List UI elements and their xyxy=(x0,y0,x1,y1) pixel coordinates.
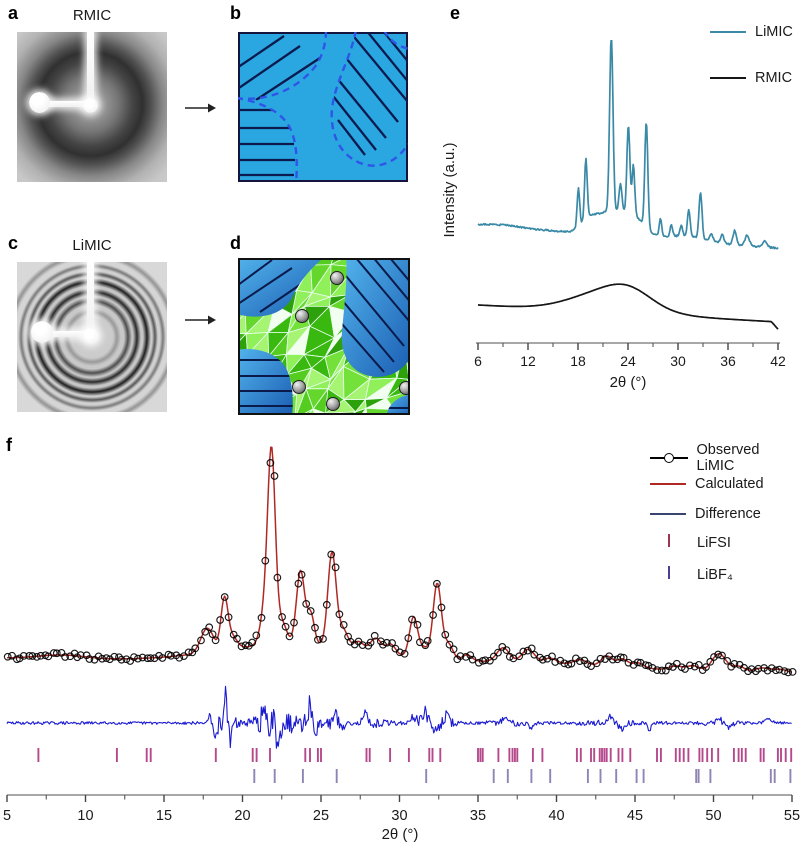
rietveld-refinement-plot: 5 10 15 20 25 30 35 40 45 50 55 2θ (°) xyxy=(3,446,800,843)
domain-boundary-dashed xyxy=(238,32,408,182)
panel-a-title: RMIC xyxy=(72,7,112,24)
beamstop-arm-vertical xyxy=(87,32,94,106)
legend-item-libf4: LiBF₄ xyxy=(650,566,733,583)
beamstop-arm-horizontal xyxy=(42,101,88,107)
beamstop-arm-horizontal xyxy=(44,331,89,337)
f-x-tick-label: 5 xyxy=(3,808,11,824)
limic-legend-label: LiMIC xyxy=(755,24,793,40)
e-x-tick-label: 30 xyxy=(670,353,686,369)
panel-c-label: c xyxy=(8,233,19,253)
f-x-tick-label: 10 xyxy=(77,808,93,824)
e-x-tick-label: 36 xyxy=(720,353,736,369)
observed-legend-label: Observed LiMIC xyxy=(696,442,760,474)
e-y-axis-label: Intensity (a.u.) xyxy=(441,142,458,237)
calculated-line-swatch xyxy=(650,483,686,485)
e-x-tick-label: 12 xyxy=(520,353,536,369)
legend-item-calculated: Calculated xyxy=(650,476,764,492)
legend-item-difference: Difference xyxy=(650,506,761,522)
observed-line-circle-swatch xyxy=(650,452,688,463)
e-x-axis-label: 2θ (°) xyxy=(610,374,647,391)
beamstop-arm-vertical xyxy=(87,262,94,338)
panel-d-label: d xyxy=(230,233,241,253)
rmic-line-swatch xyxy=(710,77,746,79)
limic-curve xyxy=(477,40,779,250)
crystalline-hatch-right xyxy=(331,32,408,156)
xrd-comparison-plot: 6 12 18 24 30 36 42 2θ (°) Intensity (a.u.) xyxy=(441,40,786,391)
phase-tick-row-lifsi xyxy=(37,748,793,762)
difference-legend-label: Difference xyxy=(695,506,761,522)
legend-item-limic: LiMIC xyxy=(710,24,793,40)
panel-a-label: a xyxy=(8,3,19,23)
calculated-legend-label: Calculated xyxy=(695,476,764,492)
f-x-tick-label: 50 xyxy=(705,808,721,824)
f-x-axis-label: 2θ (°) xyxy=(382,826,419,843)
legend-item-rmic: RMIC xyxy=(710,70,792,86)
peo-domain-right xyxy=(341,259,409,377)
observed-data-points xyxy=(3,459,797,677)
panel-b-label: b xyxy=(230,3,241,23)
legend-item-observed: Observed LiMIC xyxy=(650,442,800,474)
rmic-curve xyxy=(478,283,779,330)
e-x-tick-label: 24 xyxy=(620,353,636,369)
peo-domain-topleft xyxy=(239,259,323,317)
f-x-tick-label: 30 xyxy=(391,808,407,824)
difference-curve xyxy=(6,685,792,749)
f-x-tick-label: 55 xyxy=(784,808,800,824)
peo-domain-bottomleft xyxy=(239,349,293,414)
beam-center-spot xyxy=(83,328,99,344)
f-x-tick-label: 35 xyxy=(470,808,486,824)
difference-line-swatch xyxy=(650,513,686,515)
legend-item-lifsi: LiFSI xyxy=(650,534,731,551)
phase-tick-row-libf4 xyxy=(253,769,792,783)
beam-center-spot xyxy=(83,98,98,113)
beamstop-knob xyxy=(31,321,53,343)
limic-diffraction-image xyxy=(17,262,167,412)
lifsi-legend-label: LiFSI xyxy=(697,534,731,551)
amorphous-crystalline-schematic-rmic xyxy=(238,32,408,182)
panel-c-title: LiMIC xyxy=(72,237,112,254)
arrow-right-icon xyxy=(185,315,216,325)
f-x-tick-label: 40 xyxy=(548,808,564,824)
lithium-ion-spheres xyxy=(292,271,409,411)
rmic-diffraction-image xyxy=(17,32,167,182)
limic-line-swatch xyxy=(710,31,746,33)
arrow-right-icon xyxy=(185,103,216,113)
rmic-legend-label: RMIC xyxy=(755,70,793,86)
f-x-tick-label: 25 xyxy=(313,808,329,824)
calculated-curve xyxy=(7,446,792,674)
crystalline-hatch-topleft xyxy=(238,35,321,101)
lifsi-tick-swatch xyxy=(650,534,688,551)
e-x-tick-label: 18 xyxy=(570,353,586,369)
beamstop-knob xyxy=(29,92,50,113)
libf4-tick-swatch xyxy=(650,566,688,583)
f-x-tick-label: 20 xyxy=(234,808,250,824)
e-x-tick-label: 42 xyxy=(770,353,786,369)
f-x-tick-label: 15 xyxy=(156,808,172,824)
libf4-legend-label: LiBF₄ xyxy=(697,566,733,583)
panel-f-label: f xyxy=(6,435,12,455)
polycrystalline-composite-schematic-limic xyxy=(238,258,410,415)
e-x-tick-label: 6 xyxy=(474,353,482,369)
panel-e-label: e xyxy=(450,3,461,23)
f-x-tick-label: 45 xyxy=(627,808,643,824)
